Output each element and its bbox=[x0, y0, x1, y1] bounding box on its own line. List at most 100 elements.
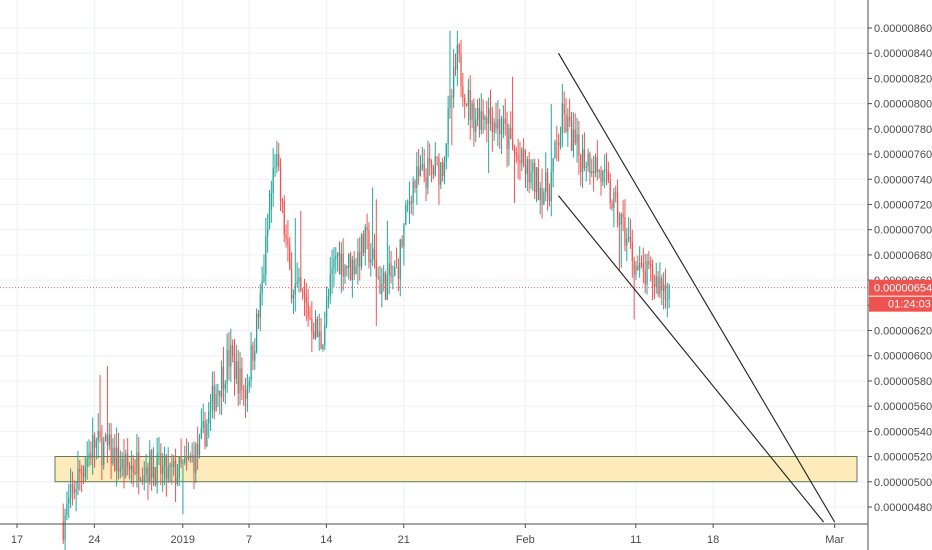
candle[interactable] bbox=[128, 462, 131, 480]
candle[interactable] bbox=[108, 423, 110, 451]
candle[interactable] bbox=[464, 93, 466, 119]
candle[interactable] bbox=[187, 442, 190, 461]
candle[interactable] bbox=[537, 158, 540, 201]
candle[interactable] bbox=[432, 164, 435, 180]
candle[interactable] bbox=[488, 97, 490, 174]
candle[interactable] bbox=[519, 141, 521, 181]
candle[interactable] bbox=[69, 468, 72, 509]
candle[interactable] bbox=[438, 153, 440, 205]
candle[interactable] bbox=[248, 376, 250, 393]
candle[interactable] bbox=[458, 42, 460, 63]
candle[interactable] bbox=[276, 141, 278, 173]
candle[interactable] bbox=[504, 98, 506, 136]
candle[interactable] bbox=[252, 341, 254, 371]
wedge-trendline[interactable] bbox=[557, 52, 836, 523]
candle[interactable] bbox=[360, 233, 363, 271]
candle[interactable] bbox=[489, 89, 492, 131]
candle[interactable] bbox=[460, 39, 462, 98]
candle[interactable] bbox=[578, 120, 580, 175]
candle[interactable] bbox=[368, 222, 370, 269]
candle[interactable] bbox=[178, 456, 180, 486]
candle[interactable] bbox=[290, 252, 293, 304]
candle[interactable] bbox=[528, 151, 530, 193]
candle[interactable] bbox=[189, 452, 191, 463]
candle[interactable] bbox=[545, 152, 547, 202]
candle[interactable] bbox=[300, 210, 302, 293]
candle[interactable] bbox=[329, 257, 331, 304]
candle[interactable] bbox=[211, 371, 214, 419]
candle[interactable] bbox=[465, 103, 468, 107]
candle[interactable] bbox=[581, 134, 584, 188]
candle[interactable] bbox=[93, 432, 96, 468]
candle[interactable] bbox=[349, 251, 352, 281]
candle[interactable] bbox=[600, 166, 602, 196]
candle[interactable] bbox=[268, 189, 271, 230]
candle[interactable] bbox=[554, 139, 556, 159]
candle[interactable] bbox=[90, 441, 92, 465]
candle[interactable] bbox=[559, 126, 562, 150]
candle[interactable] bbox=[228, 332, 230, 381]
candle[interactable] bbox=[653, 274, 656, 300]
candle[interactable] bbox=[173, 454, 175, 476]
candle[interactable] bbox=[333, 247, 335, 287]
candle[interactable] bbox=[285, 224, 287, 248]
candle[interactable] bbox=[434, 142, 436, 177]
candle[interactable] bbox=[162, 453, 164, 492]
candle[interactable] bbox=[471, 100, 473, 129]
candle[interactable] bbox=[565, 98, 567, 134]
candle[interactable] bbox=[278, 142, 280, 171]
candle[interactable] bbox=[371, 187, 374, 266]
candle[interactable] bbox=[644, 254, 646, 294]
candle[interactable] bbox=[209, 394, 212, 431]
candle[interactable] bbox=[453, 49, 455, 108]
candle[interactable] bbox=[616, 179, 619, 228]
candle[interactable] bbox=[532, 158, 534, 191]
candle[interactable] bbox=[270, 180, 272, 223]
candle[interactable] bbox=[176, 464, 179, 487]
candle[interactable] bbox=[513, 144, 516, 204]
candle[interactable] bbox=[390, 250, 392, 284]
candle[interactable] bbox=[486, 100, 488, 143]
candle[interactable] bbox=[158, 437, 160, 466]
candle[interactable] bbox=[235, 344, 237, 384]
candle[interactable] bbox=[666, 282, 668, 318]
candle[interactable] bbox=[596, 140, 598, 181]
candle[interactable] bbox=[592, 155, 595, 192]
candle[interactable] bbox=[383, 264, 385, 292]
candle[interactable] bbox=[215, 384, 217, 412]
candle[interactable] bbox=[569, 98, 571, 127]
candle[interactable] bbox=[436, 156, 438, 166]
candle[interactable] bbox=[169, 462, 171, 483]
candle[interactable] bbox=[241, 357, 243, 401]
price-axis[interactable]: 0.00000480 0.00000500 0.00000520 0.00000540… bbox=[868, 23, 932, 514]
candle[interactable] bbox=[267, 213, 269, 253]
candle[interactable] bbox=[77, 450, 79, 496]
candle[interactable] bbox=[650, 256, 652, 282]
candle[interactable] bbox=[543, 188, 545, 206]
candle[interactable] bbox=[642, 247, 644, 284]
candle[interactable] bbox=[550, 103, 552, 217]
candle[interactable] bbox=[587, 148, 589, 172]
candle[interactable] bbox=[661, 274, 663, 305]
candle[interactable] bbox=[414, 179, 416, 193]
candle[interactable] bbox=[552, 158, 554, 188]
candle[interactable] bbox=[563, 91, 565, 133]
candle[interactable] bbox=[255, 308, 258, 354]
candle[interactable] bbox=[106, 366, 109, 464]
candle[interactable] bbox=[239, 351, 241, 405]
candle[interactable] bbox=[184, 445, 186, 466]
candle[interactable] bbox=[110, 423, 112, 480]
candle[interactable] bbox=[324, 311, 326, 350]
candle[interactable] bbox=[594, 153, 597, 178]
candle[interactable] bbox=[336, 252, 339, 272]
candle[interactable] bbox=[217, 383, 219, 408]
candle[interactable] bbox=[292, 289, 295, 315]
candle[interactable] bbox=[213, 371, 215, 420]
candle[interactable] bbox=[418, 148, 420, 185]
candle[interactable] bbox=[570, 111, 573, 152]
time-axis[interactable]: 17 24 2019 7 14 21 Feb 11 18 Mar bbox=[11, 524, 845, 546]
candle[interactable] bbox=[364, 224, 366, 266]
candle[interactable] bbox=[659, 262, 661, 299]
candle[interactable] bbox=[622, 199, 624, 232]
candle[interactable] bbox=[482, 99, 484, 134]
